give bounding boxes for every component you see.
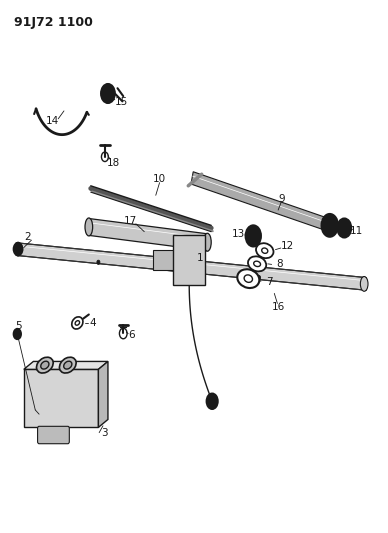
Text: 17: 17 xyxy=(124,216,137,225)
Circle shape xyxy=(14,329,21,340)
Text: 13: 13 xyxy=(231,229,244,239)
Polygon shape xyxy=(153,249,174,270)
Ellipse shape xyxy=(256,243,274,258)
FancyBboxPatch shape xyxy=(38,426,69,443)
Polygon shape xyxy=(16,243,366,290)
Text: 1: 1 xyxy=(196,253,203,263)
Text: 10: 10 xyxy=(153,174,166,184)
Ellipse shape xyxy=(15,242,21,256)
Text: 3: 3 xyxy=(101,427,107,438)
Circle shape xyxy=(250,231,257,241)
Polygon shape xyxy=(173,235,206,285)
Ellipse shape xyxy=(59,357,76,373)
Ellipse shape xyxy=(75,321,80,325)
Circle shape xyxy=(181,268,184,272)
Polygon shape xyxy=(89,219,207,251)
Text: 14: 14 xyxy=(46,116,59,126)
Text: 2: 2 xyxy=(24,232,31,243)
Text: 16: 16 xyxy=(272,302,285,312)
Circle shape xyxy=(97,260,100,264)
Circle shape xyxy=(105,90,111,98)
Text: 8: 8 xyxy=(277,259,283,269)
Circle shape xyxy=(14,243,23,255)
Circle shape xyxy=(258,276,261,280)
Circle shape xyxy=(101,84,115,103)
Ellipse shape xyxy=(237,269,259,288)
Text: 91J72 1100: 91J72 1100 xyxy=(14,16,93,29)
Ellipse shape xyxy=(36,357,53,373)
Ellipse shape xyxy=(360,277,368,292)
Circle shape xyxy=(341,223,348,233)
Text: 12: 12 xyxy=(281,241,294,252)
Text: 18: 18 xyxy=(107,158,120,168)
Polygon shape xyxy=(191,172,331,231)
Text: 5: 5 xyxy=(16,320,22,330)
Circle shape xyxy=(206,393,218,409)
Text: 4: 4 xyxy=(89,318,96,328)
Circle shape xyxy=(246,225,261,246)
Polygon shape xyxy=(99,361,108,427)
Circle shape xyxy=(321,214,338,237)
Polygon shape xyxy=(24,369,99,427)
Ellipse shape xyxy=(64,361,72,369)
Polygon shape xyxy=(24,361,108,369)
Ellipse shape xyxy=(41,361,49,369)
Text: 7: 7 xyxy=(266,277,273,287)
Ellipse shape xyxy=(244,275,253,282)
Ellipse shape xyxy=(262,248,268,253)
Text: 11: 11 xyxy=(350,225,363,236)
Text: 9: 9 xyxy=(279,194,285,204)
Ellipse shape xyxy=(204,233,211,251)
Ellipse shape xyxy=(254,261,260,266)
Ellipse shape xyxy=(72,317,83,329)
Circle shape xyxy=(326,220,334,231)
Ellipse shape xyxy=(85,218,93,236)
Text: 6: 6 xyxy=(128,330,135,340)
Ellipse shape xyxy=(248,256,266,271)
Text: 15: 15 xyxy=(115,97,128,107)
Circle shape xyxy=(210,398,215,405)
Circle shape xyxy=(338,219,351,238)
